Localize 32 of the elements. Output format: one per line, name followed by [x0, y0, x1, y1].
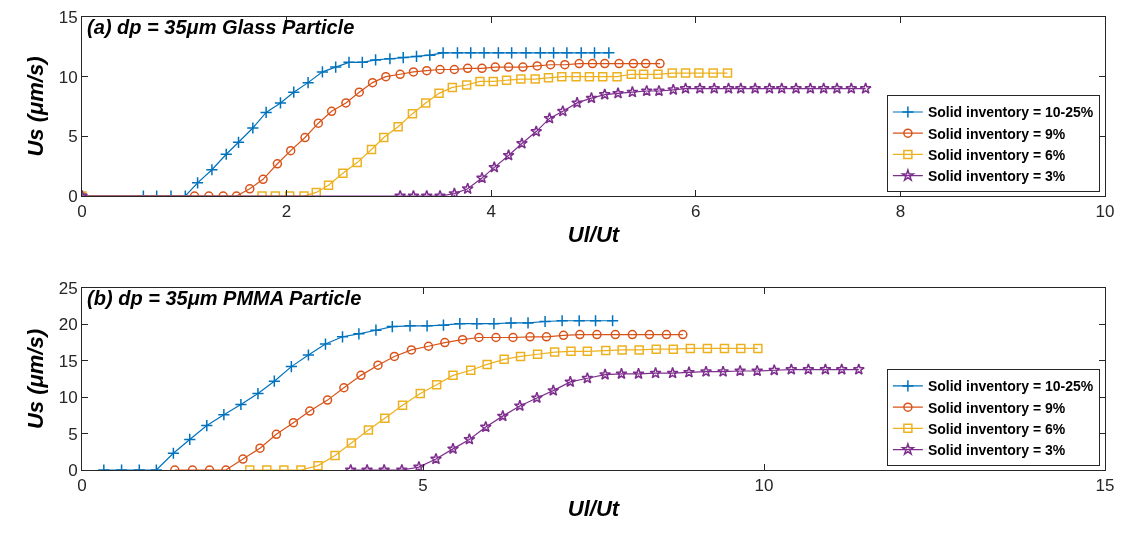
y-tick-label: 25 [58, 278, 78, 298]
y-tick-label: 0 [68, 460, 78, 480]
x-tick-label: 4 [486, 202, 496, 222]
chart-title: (a) dp = 35μm Glass Particle [87, 15, 355, 38]
x-tick-label: 10 [1095, 202, 1115, 222]
legend-label: Solid inventory = 9% [927, 399, 1066, 416]
legend-label: Solid inventory = 3% [927, 442, 1066, 459]
x-axis-title: Ul/Ut [567, 222, 621, 248]
chart-title: (b) dp = 35μm PMMA Particle [87, 286, 362, 309]
x-axis-title: Ul/Ut [567, 496, 621, 522]
legend-label: Solid inventory = 3% [927, 168, 1066, 185]
y-tick-label: 10 [58, 67, 78, 87]
y-tick-label: 10 [58, 388, 78, 408]
x-tick-label: 5 [418, 476, 428, 496]
y-tick-label: 0 [68, 186, 78, 206]
x-tick-label: 8 [895, 202, 906, 222]
y-tick-label: 5 [68, 424, 78, 444]
y-tick-label: 20 [58, 315, 78, 335]
y-axis-title: Us (μm/s) [23, 328, 49, 430]
y-axis-title: Us (μm/s) [23, 56, 49, 157]
y-tick-label: 15 [58, 7, 78, 27]
legend-label: Solid inventory = 6% [927, 420, 1066, 437]
legend-label: Solid inventory = 10-25% [927, 378, 1094, 395]
legend-label: Solid inventory = 10-25% [927, 104, 1094, 121]
x-tick-label: 6 [691, 202, 701, 222]
x-tick-label: 10 [754, 476, 774, 496]
x-tick-label: 15 [1095, 476, 1115, 496]
y-tick-label: 15 [58, 351, 78, 371]
legend-label: Solid inventory = 6% [927, 146, 1066, 163]
x-tick-label: 2 [281, 202, 292, 222]
y-tick-label: 5 [68, 127, 78, 147]
legend-label: Solid inventory = 9% [927, 125, 1066, 142]
